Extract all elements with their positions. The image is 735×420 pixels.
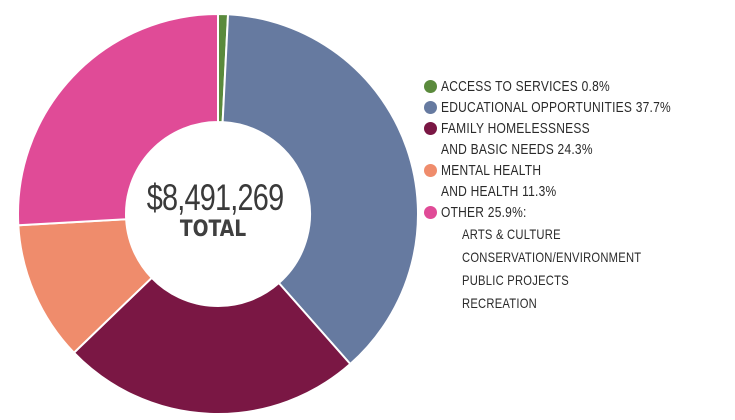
pie-slice-other	[17, 12, 219, 227]
legend-label-line2: AND BASIC NEEDS 24.3%	[441, 141, 593, 158]
legend-swatch-family-homelessness	[424, 122, 437, 135]
legend-swatch-other	[424, 206, 437, 219]
legend-item-other: OTHER 25.9%:	[424, 202, 734, 223]
legend-label: EDUCATIONAL OPPORTUNITIES 37.7%	[441, 99, 671, 116]
pie-slice-educational-opportunities	[221, 13, 419, 366]
other-sub-list: ARTS & CULTURE CONSERVATION/ENVIRONMENT …	[424, 223, 734, 315]
other-sub-item: PUBLIC PROJECTS	[462, 269, 734, 292]
donut-chart	[17, 12, 419, 415]
other-sub-label: PUBLIC PROJECTS	[462, 272, 569, 288]
legend-item-mental-health: MENTAL HEALTH AND HEALTH 11.3%	[424, 160, 734, 202]
other-sub-item: CONSERVATION/ENVIRONMENT	[462, 246, 734, 269]
legend-label: MENTAL HEALTH	[441, 162, 542, 179]
legend-swatch-access-to-services	[424, 80, 437, 93]
chart-center-total: $8,491,269 TOTAL	[128, 178, 298, 242]
other-sub-label: CONSERVATION/ENVIRONMENT	[462, 249, 642, 265]
chart-legend: ACCESS TO SERVICES 0.8% EDUCATIONAL OPPO…	[424, 76, 734, 315]
legend-item-access-to-services: ACCESS TO SERVICES 0.8%	[424, 76, 734, 97]
other-sub-label: RECREATION	[462, 295, 537, 311]
legend-label: OTHER 25.9%:	[441, 204, 527, 221]
legend-swatch-educational-opportunities	[424, 101, 437, 114]
other-sub-item: ARTS & CULTURE	[462, 223, 734, 246]
legend-item-family-homelessness: FAMILY HOMELESSNESS AND BASIC NEEDS 24.3…	[424, 118, 734, 160]
other-sub-item: RECREATION	[462, 292, 734, 315]
total-amount: $8,491,269	[146, 177, 284, 218]
legend-label: FAMILY HOMELESSNESS	[441, 120, 590, 137]
legend-swatch-mental-health	[424, 164, 437, 177]
pie-slice-family-homelessness-and-basic-needs	[72, 276, 352, 415]
legend-label-line2: AND HEALTH 11.3%	[441, 183, 557, 200]
other-sub-label: ARTS & CULTURE	[462, 226, 561, 242]
total-label: TOTAL	[179, 217, 247, 242]
legend-label: ACCESS TO SERVICES 0.8%	[441, 78, 610, 95]
legend-item-educational-opportunities: EDUCATIONAL OPPORTUNITIES 37.7%	[424, 97, 734, 118]
